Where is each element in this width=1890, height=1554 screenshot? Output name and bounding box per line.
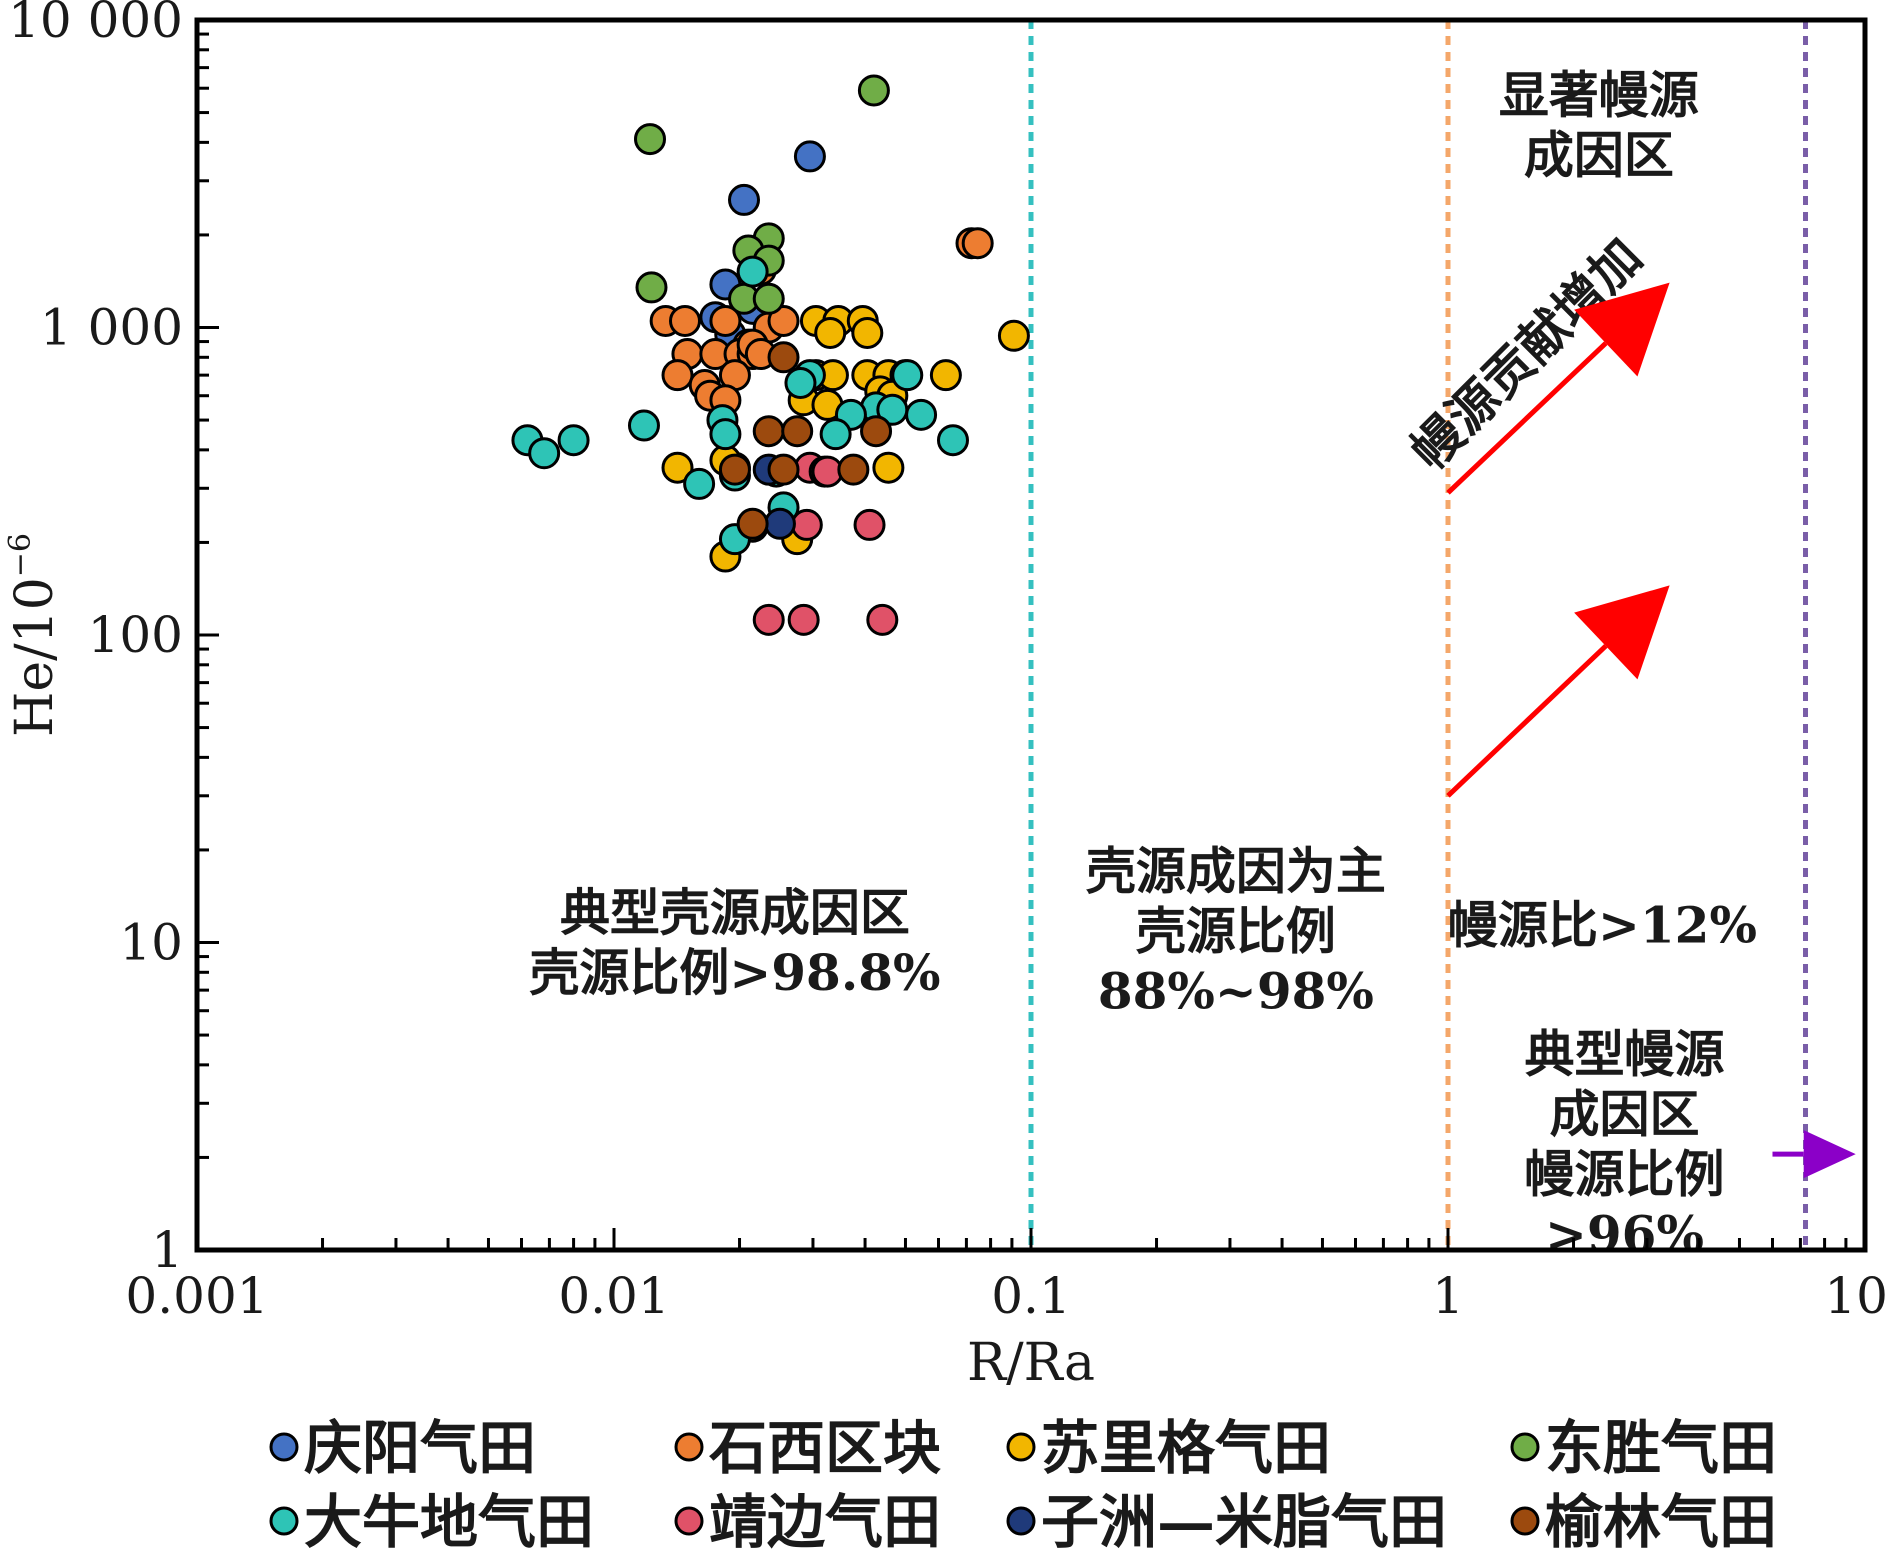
point-series-2 <box>668 304 701 337</box>
point-series-6 <box>787 603 820 636</box>
point-series-2 <box>709 304 742 337</box>
point-series-5 <box>736 255 769 288</box>
legend-label-3: 苏里格气田 <box>1041 1414 1331 1482</box>
x-tick-label: 0.001 <box>125 1267 268 1325</box>
arrow-head-2 <box>1574 585 1670 680</box>
point-series-7 <box>763 507 796 540</box>
legend-marker-7 <box>1006 1506 1036 1536</box>
point-series-5 <box>709 418 742 451</box>
point-series-6 <box>866 603 899 636</box>
point-series-5 <box>876 393 909 426</box>
legend-label-6: 靖边气田 <box>709 1488 941 1554</box>
point-series-8 <box>767 341 800 374</box>
y-tick-label: 10 <box>119 914 183 972</box>
legend-label-4: 东胜气田 <box>1545 1414 1777 1482</box>
data-points <box>511 74 1030 636</box>
y-axis-title: He/10−6 <box>3 533 65 737</box>
y-tick-label: 1 000 <box>40 299 183 357</box>
axis-ticks <box>195 32 1848 1252</box>
point-series-4 <box>857 74 890 107</box>
point-series-4 <box>634 123 667 156</box>
legend-label-8: 榆林气田 <box>1545 1488 1777 1554</box>
point-series-1 <box>728 183 761 216</box>
legend-marker-5 <box>269 1506 299 1536</box>
point-series-1 <box>793 140 826 173</box>
point-series-6 <box>790 508 823 541</box>
legend-marker-2 <box>674 1432 704 1462</box>
x-tick-label: 1 <box>1432 1267 1464 1325</box>
arrow-shaft-1 <box>1446 341 1608 495</box>
annotation-3: 壳源成因为主壳源比例 88%~98% <box>1086 841 1386 1020</box>
point-series-4 <box>635 271 668 304</box>
point-series-2 <box>661 359 694 392</box>
legend-label-7: 子洲—米脂气田 <box>1041 1488 1447 1554</box>
point-series-5 <box>784 366 817 399</box>
point-series-8 <box>718 453 751 486</box>
point-series-3 <box>929 359 962 392</box>
annotation-1: 显著幔源成因区 <box>1499 66 1699 185</box>
point-series-8 <box>837 453 870 486</box>
arrows <box>1446 282 1856 1179</box>
point-series-8 <box>736 507 769 540</box>
annotation-mantle-increase: 幔源贡献增加 <box>1399 227 1653 481</box>
point-series-5 <box>891 359 924 392</box>
y-tick-label: 10 000 <box>8 0 183 49</box>
legend-marker-8 <box>1510 1506 1540 1536</box>
point-series-2 <box>961 227 994 260</box>
point-series-5 <box>936 424 969 457</box>
point-series-3 <box>814 316 847 349</box>
point-series-3 <box>872 451 905 484</box>
x-tick-label: 0.01 <box>558 1267 669 1325</box>
annotation-2: 典型壳源成因区壳源比例>98.8% <box>529 883 940 1002</box>
point-series-5 <box>819 418 852 451</box>
tick-labels: 0.001 0.01 0.1 1 10 1 10 100 1 000 10 000 <box>8 0 1888 1325</box>
point-series-3 <box>661 451 694 484</box>
point-series-5 <box>627 409 660 442</box>
y-tick-label: 100 <box>88 606 183 664</box>
point-series-8 <box>781 415 814 448</box>
y-tick-label: 1 <box>151 1221 183 1279</box>
legend-marker-4 <box>1510 1432 1540 1462</box>
point-series-5 <box>528 437 561 470</box>
point-series-4 <box>752 282 785 315</box>
x-axis-title: R/Ra <box>967 1333 1095 1393</box>
point-series-5 <box>557 424 590 457</box>
point-series-3 <box>997 319 1030 352</box>
x-tick-label: 10 <box>1824 1267 1888 1325</box>
legend-label-1: 庆阳气田 <box>304 1414 536 1482</box>
legend-marker-1 <box>269 1432 299 1462</box>
point-series-6 <box>853 508 886 541</box>
annotation-4: 幔源比>12% <box>1448 896 1757 955</box>
arrow-shaft-2 <box>1446 644 1608 798</box>
reference-lines <box>1028 20 1809 1250</box>
arrow-head-1 <box>1574 282 1670 377</box>
point-series-3 <box>851 316 884 349</box>
annotation-5: 典型幔源成因区幔源比例>96% <box>1524 1025 1724 1264</box>
point-series-8 <box>860 415 893 448</box>
legend-marker-6 <box>674 1506 704 1536</box>
point-series-6 <box>752 603 785 636</box>
legend-label-5: 大牛地气田 <box>304 1488 594 1554</box>
legend-label-2: 石西区块 <box>709 1414 941 1482</box>
x-tick-label: 0.1 <box>991 1267 1071 1325</box>
arrow-head-3 <box>1803 1130 1856 1179</box>
point-series-8 <box>767 453 800 486</box>
point-series-5 <box>683 467 716 500</box>
point-series-5 <box>905 398 938 431</box>
point-series-8 <box>752 415 785 448</box>
point-series-2 <box>767 304 800 337</box>
legend-marker-3 <box>1006 1432 1036 1462</box>
